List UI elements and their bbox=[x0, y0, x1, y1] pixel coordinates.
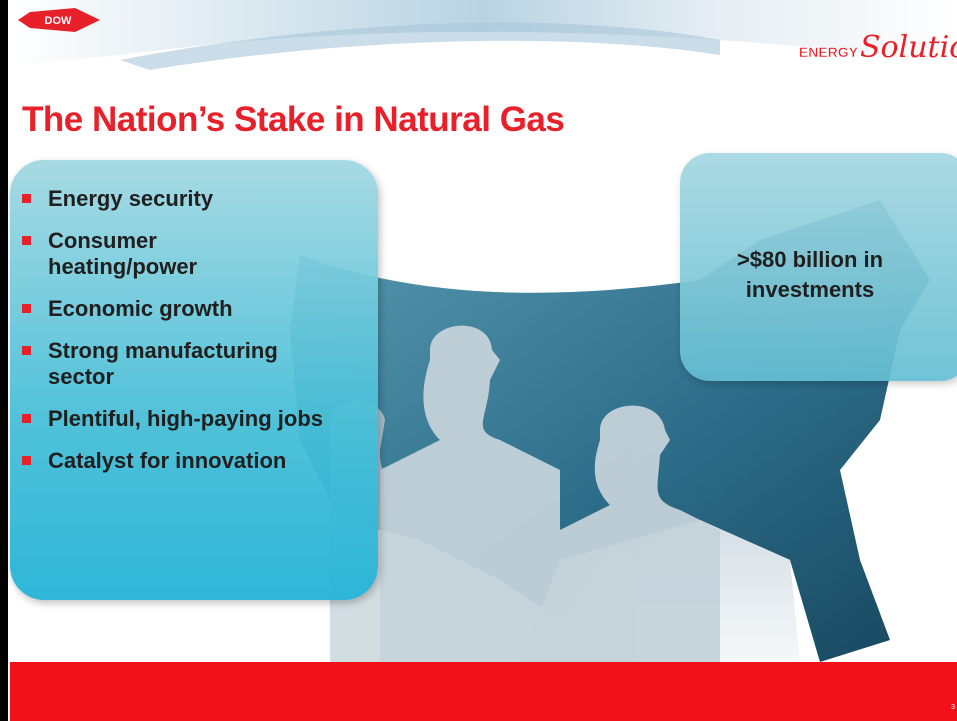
bullet-list: Energy security Consumer heating/power E… bbox=[10, 160, 378, 474]
bullet: Catalyst for innovation bbox=[48, 448, 348, 474]
brand-prefix: ENERGY bbox=[799, 44, 859, 60]
callout-box: >$80 billion in investments bbox=[680, 153, 957, 381]
slide: DOW ENERGY Solutions The Nation’s Stake … bbox=[0, 0, 957, 721]
brand-name: Solutions bbox=[860, 30, 957, 65]
page-number: 3 bbox=[951, 704, 955, 711]
bullet: Plentiful, high-paying jobs bbox=[48, 406, 328, 432]
slide-title: The Nation’s Stake in Natural Gas bbox=[22, 100, 564, 140]
bullet: Strong manufacturing sector bbox=[48, 338, 328, 390]
footer-bar bbox=[10, 662, 957, 721]
callout-text: >$80 billion in investments bbox=[700, 245, 920, 305]
left-border bbox=[0, 0, 8, 721]
bullet: Consumer heating/power bbox=[48, 228, 238, 280]
dow-logo-text: DOW bbox=[45, 15, 73, 27]
bullet-box: Energy security Consumer heating/power E… bbox=[10, 160, 378, 600]
bullet: Energy security bbox=[48, 186, 348, 212]
bullet: Economic growth bbox=[48, 296, 348, 322]
